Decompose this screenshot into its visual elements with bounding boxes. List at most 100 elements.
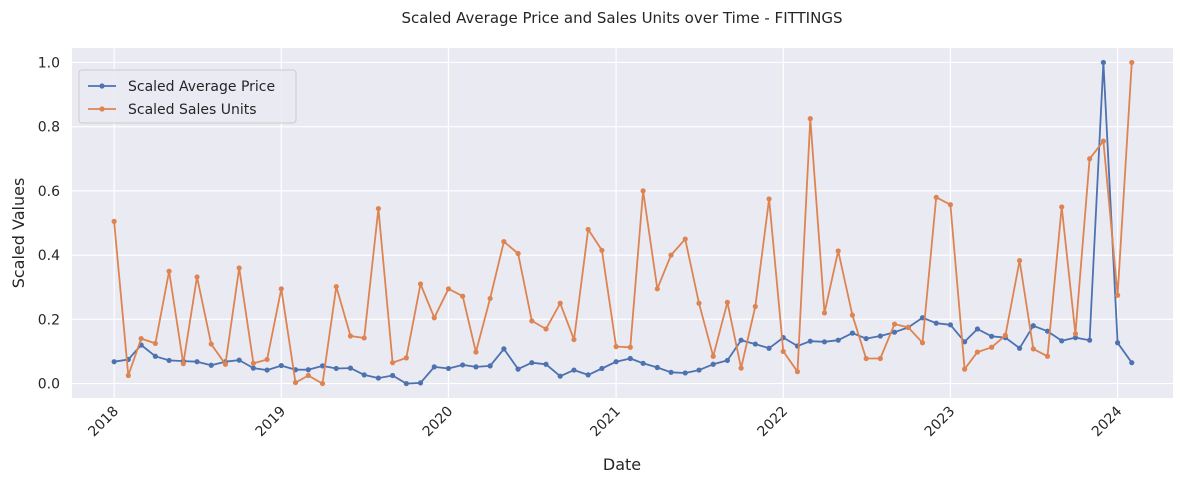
- y-axis: 0.0 0.2 0.4 0.6 0.8 1.0: [38, 55, 60, 392]
- data-point: [654, 364, 660, 371]
- data-point: [835, 337, 841, 343]
- data-point: [1059, 204, 1065, 210]
- data-point: [863, 335, 869, 342]
- data-point: [1044, 328, 1051, 334]
- y-tick-label: 0.4: [38, 248, 60, 264]
- data-point: [389, 372, 396, 379]
- data-point: [682, 370, 688, 376]
- legend-frame: [78, 69, 297, 124]
- data-point: [613, 359, 619, 365]
- data-point: [807, 338, 813, 344]
- data-point: [403, 380, 409, 387]
- data-point: [250, 360, 256, 366]
- x-tick-label: 2019: [253, 404, 290, 441]
- data-point: [613, 344, 619, 350]
- chart-title: Scaled Average Price and Sales Units ove…: [402, 9, 843, 27]
- data-point: [543, 326, 549, 332]
- data-point: [919, 315, 926, 321]
- data-point: [278, 286, 284, 292]
- data-point: [264, 356, 270, 363]
- data-point: [208, 362, 214, 368]
- data-point: [1087, 156, 1093, 162]
- data-point: [319, 363, 326, 369]
- data-point: [696, 367, 702, 373]
- series-line: [113, 62, 1133, 385]
- data-point: [766, 345, 772, 351]
- data-point: [1030, 323, 1036, 329]
- data-point: [710, 353, 716, 359]
- data-point: [849, 312, 856, 318]
- y-tick-label: 0.8: [38, 120, 60, 136]
- data-point: [1100, 138, 1106, 144]
- data-point: [194, 274, 200, 280]
- data-point: [794, 369, 801, 375]
- x-tick-label: 2023: [922, 404, 959, 441]
- data-point: [654, 286, 660, 292]
- data-point: [460, 362, 466, 368]
- data-point: [460, 293, 466, 299]
- data-point: [989, 333, 995, 339]
- data-point: [445, 365, 452, 372]
- y-axis-label: Scaled Values: [9, 178, 28, 289]
- data-point: [1016, 257, 1023, 264]
- x-tick-label: 2024: [1089, 403, 1126, 440]
- data-point: [724, 357, 730, 364]
- data-point: [347, 333, 354, 339]
- data-point: [1100, 59, 1106, 66]
- data-point: [974, 349, 981, 355]
- legend-marker: [99, 106, 105, 112]
- series-layer: [111, 59, 1135, 387]
- data-point: [333, 283, 339, 290]
- data-point: [752, 341, 758, 347]
- data-point: [501, 239, 507, 245]
- data-point: [515, 366, 521, 372]
- data-point: [543, 361, 549, 367]
- data-point: [627, 344, 633, 350]
- series-scaled-sales-units: [111, 59, 1135, 387]
- data-point: [849, 330, 856, 336]
- data-point: [431, 315, 437, 321]
- data-point: [863, 355, 869, 362]
- data-point: [599, 365, 605, 372]
- data-point: [529, 318, 535, 324]
- x-tick-label: 2021: [587, 404, 624, 441]
- data-point: [473, 364, 479, 370]
- data-point: [361, 372, 367, 378]
- legend-label: Scaled Average Price: [128, 79, 275, 95]
- data-point: [305, 367, 311, 373]
- data-point: [933, 320, 939, 326]
- legend-label: Scaled Sales Units: [128, 102, 257, 118]
- data-point: [974, 326, 981, 332]
- data-point: [431, 364, 437, 370]
- data-point: [1002, 332, 1008, 338]
- data-point: [529, 360, 535, 366]
- x-tick-label: 2022: [755, 404, 792, 441]
- data-point: [738, 365, 744, 371]
- data-point: [194, 359, 200, 365]
- x-tick-label: 2018: [85, 404, 122, 441]
- data-point: [361, 335, 367, 341]
- data-point: [780, 348, 786, 355]
- data-point: [250, 365, 256, 371]
- data-point: [292, 379, 299, 386]
- data-point: [278, 362, 284, 369]
- data-point: [152, 340, 158, 347]
- data-point: [877, 333, 883, 339]
- data-point: [766, 196, 772, 202]
- data-point: [1072, 331, 1079, 337]
- data-point: [640, 188, 646, 194]
- data-point: [989, 344, 995, 350]
- data-point: [152, 353, 158, 359]
- data-point: [445, 286, 452, 292]
- data-point: [236, 265, 242, 271]
- legend-marker: [99, 83, 105, 89]
- data-point: [487, 295, 493, 302]
- data-point: [1016, 345, 1023, 351]
- data-point: [180, 361, 186, 367]
- data-point: [585, 226, 591, 233]
- data-point: [905, 324, 911, 330]
- data-point: [125, 372, 131, 379]
- data-point: [807, 116, 813, 122]
- data-point: [389, 360, 396, 366]
